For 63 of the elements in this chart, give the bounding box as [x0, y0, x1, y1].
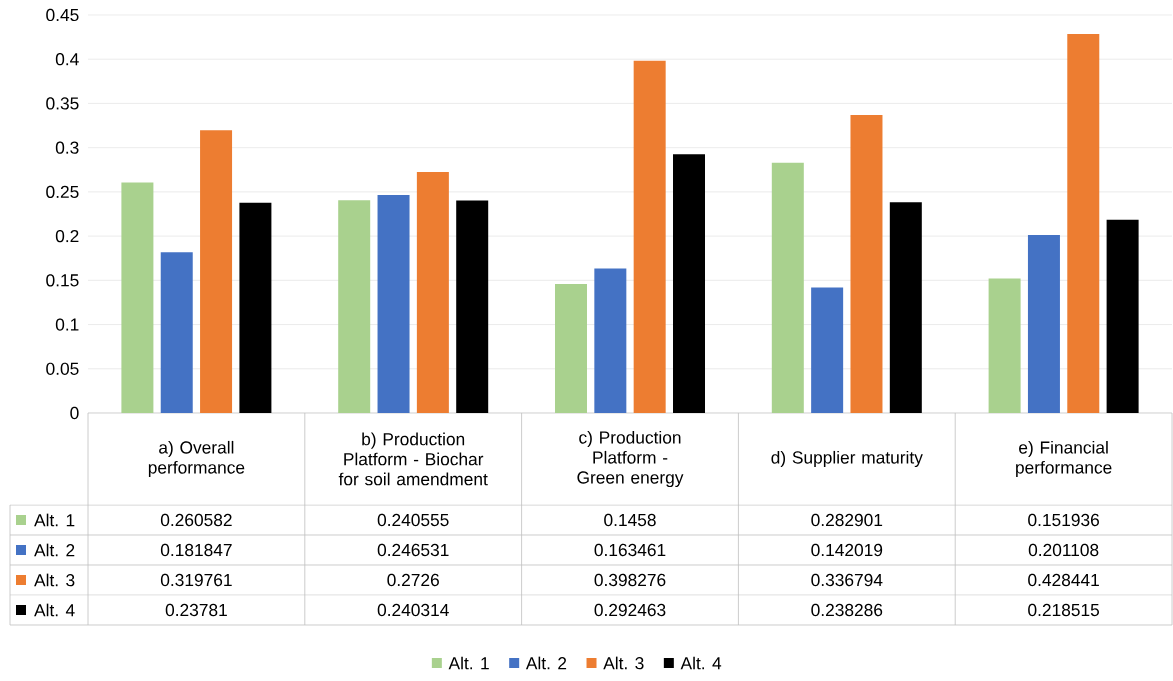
data-label: 0.240314 [377, 603, 449, 617]
data-label: 0.240555 [377, 513, 449, 527]
y-tick-label: 0.1 [55, 318, 79, 331]
bar [594, 268, 627, 413]
y-tick-label: 0 [70, 406, 79, 420]
bar [1106, 219, 1139, 413]
data-label: 0.319761 [160, 573, 232, 587]
bar [200, 130, 233, 413]
bar [988, 278, 1021, 413]
data-label: 0.246531 [377, 543, 449, 557]
bar [338, 200, 371, 413]
text: Alt. 4 [34, 603, 75, 617]
bar [121, 182, 154, 413]
legend-label: Alt. 3 [34, 573, 75, 587]
bar [633, 60, 666, 413]
y-tick-label: 0.2 [55, 229, 79, 243]
bar [416, 171, 449, 413]
bar [377, 194, 410, 413]
legend-label: Alt. 1 [34, 513, 75, 527]
data-label: 0.238286 [811, 603, 883, 617]
data-label: 0.292463 [594, 603, 666, 617]
y-tick-label: 0.15 [46, 274, 79, 287]
text: Alt. 1 [448, 656, 489, 670]
data-label: 0.2726 [387, 573, 439, 587]
bar [673, 154, 706, 413]
x-tick-label: c) Production Platform - Green energy [577, 430, 684, 488]
y-tick-label: 0.3 [55, 141, 79, 154]
bar [1067, 34, 1100, 413]
bar [811, 287, 844, 413]
y-tick-label: 0.4 [55, 53, 79, 66]
data-label: 0.282901 [811, 513, 883, 527]
data-label: 0.181847 [160, 543, 232, 557]
y-tick-label: 0.25 [46, 185, 79, 199]
x-tick-label: d) Supplier maturity [771, 450, 923, 468]
text: Alt. 2 [525, 656, 567, 670]
y-tick-label: 0.35 [46, 97, 79, 110]
x-tick-label: b) Production Platform - Biochar for soil amendment [338, 432, 488, 486]
data-label: 0.23781 [165, 603, 227, 617]
legend-label: Alt. 4 [680, 656, 722, 670]
bar [555, 284, 588, 413]
data-label: 0.163461 [594, 543, 666, 557]
bar [160, 252, 193, 413]
text: Alt. 3 [603, 656, 644, 670]
bar [456, 200, 489, 413]
data-label: 0.1458 [604, 513, 656, 527]
bar [239, 202, 272, 413]
x-tick-label: e) Financial performance [1016, 440, 1112, 478]
data-label: 0.336794 [811, 573, 883, 587]
y-tick-label: 0.45 [46, 8, 79, 22]
bar [850, 115, 883, 413]
data-label: 0.151936 [1028, 513, 1099, 527]
data-label: 0.260582 [160, 513, 232, 527]
bar [889, 202, 922, 413]
data-label: 0.428441 [1028, 573, 1099, 587]
x-tick-label: a) Overall performance [148, 440, 245, 478]
legend-label: Alt. 2 [34, 543, 75, 557]
data-label: 0.142019 [811, 543, 883, 557]
y-tick-label: 0.05 [46, 362, 79, 375]
bar [1027, 235, 1060, 413]
data-label: 0.218515 [1028, 603, 1100, 617]
bar [771, 162, 804, 413]
data-label: 0.398276 [594, 573, 666, 587]
data-label: 0.201108 [1028, 543, 1099, 557]
